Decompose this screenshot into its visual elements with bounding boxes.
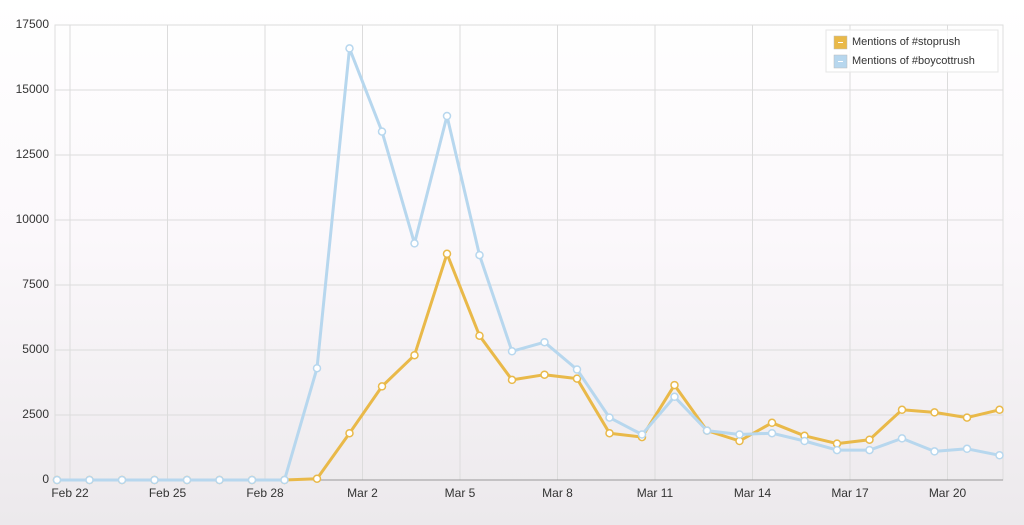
y-tick-label: 7500 (22, 277, 49, 291)
x-tick-label: Mar 5 (445, 486, 476, 500)
x-tick-label: Mar 17 (831, 486, 869, 500)
point (865, 435, 874, 444)
point (995, 405, 1004, 415)
x-tick-label: Feb 25 (149, 486, 187, 500)
point (767, 418, 777, 428)
point (605, 413, 614, 422)
point (930, 447, 939, 456)
x-tick-label: Feb 22 (51, 486, 89, 500)
x-tick-label: Mar 20 (929, 486, 967, 500)
x-tick-label: Mar 14 (734, 486, 772, 500)
point (442, 111, 452, 121)
point (280, 475, 289, 485)
point (572, 374, 582, 383)
point (312, 474, 322, 483)
point (637, 430, 647, 439)
point (345, 428, 354, 438)
point (962, 444, 972, 454)
point (800, 436, 809, 446)
point (150, 475, 159, 485)
point (247, 475, 257, 485)
y-tick-label: 0 (42, 472, 49, 486)
point (670, 392, 679, 402)
point (735, 430, 744, 439)
point (540, 337, 549, 347)
point (540, 370, 549, 379)
point (377, 382, 387, 391)
point (117, 475, 127, 485)
point (897, 405, 907, 415)
point (182, 475, 192, 485)
x-tick-label: Mar 2 (347, 486, 378, 500)
legend-box (825, 29, 999, 73)
y-tick-label: 17500 (16, 17, 50, 31)
y-tick-label: 12500 (16, 147, 50, 161)
x-tick-label: Mar 8 (542, 486, 573, 500)
point (962, 413, 972, 422)
point (670, 380, 679, 390)
y-tick-label: 15000 (16, 82, 50, 96)
point (345, 44, 354, 53)
point (572, 365, 582, 374)
legend-label: Mentions of #stoprush (852, 36, 960, 48)
point (475, 250, 484, 260)
series-line (57, 46, 1000, 482)
point (702, 426, 712, 435)
legend: Mentions of #stoprush Mentions of #boycot… (825, 29, 999, 73)
point (605, 428, 614, 438)
point (475, 331, 484, 340)
point (995, 451, 1004, 460)
x-tick-label: Mar 11 (637, 486, 674, 500)
legend-label: Mentions of #boycottrush (852, 55, 975, 67)
point (897, 434, 907, 443)
x-tick-label: Feb 28 (246, 486, 284, 500)
point (865, 445, 874, 455)
point (507, 347, 517, 356)
point (215, 475, 224, 485)
point (832, 445, 842, 455)
point (410, 239, 419, 248)
point (767, 428, 777, 438)
point (930, 408, 939, 417)
point (85, 475, 94, 485)
point (52, 475, 62, 485)
point (377, 127, 387, 136)
y-tick-label: 5000 (22, 342, 49, 356)
y-tick-label: 2500 (22, 407, 49, 421)
y-tick-label: 10000 (16, 212, 50, 226)
point (312, 363, 322, 373)
point (507, 375, 517, 385)
point (410, 350, 419, 360)
point (442, 249, 452, 259)
